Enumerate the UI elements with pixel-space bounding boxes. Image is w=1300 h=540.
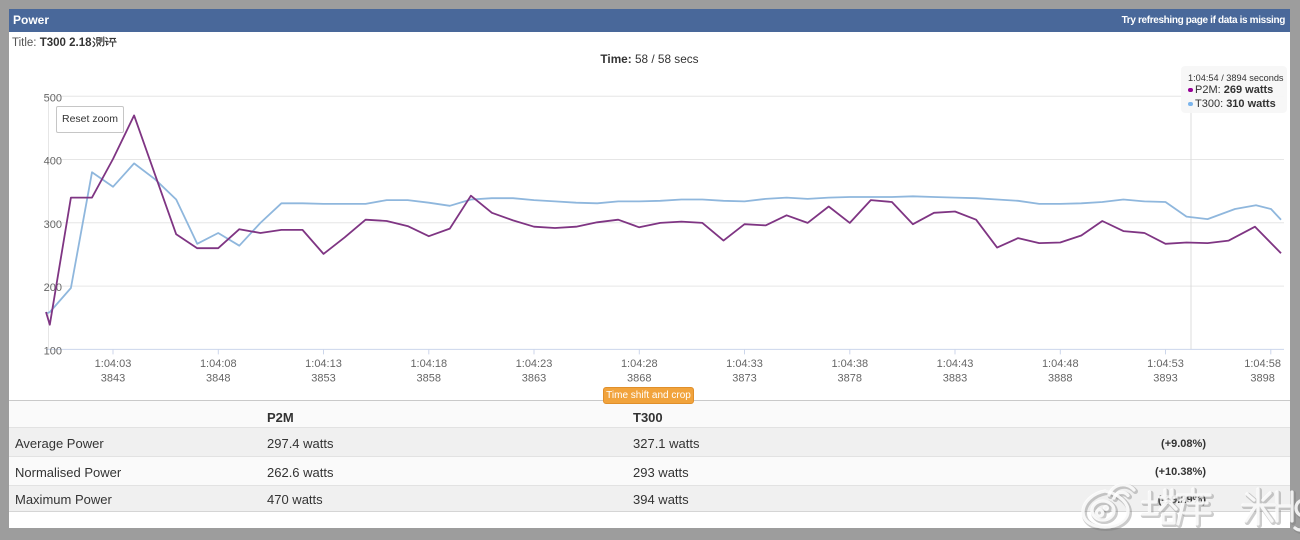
svg-text:1:04:58: 1:04:58 xyxy=(1244,358,1281,370)
svg-text:3888: 3888 xyxy=(1048,373,1072,385)
svg-text:1:04:53: 1:04:53 xyxy=(1147,358,1184,370)
svg-text:3863: 3863 xyxy=(522,373,546,385)
svg-text:3893: 3893 xyxy=(1153,373,1177,385)
svg-text:200: 200 xyxy=(44,282,62,294)
svg-text:3848: 3848 xyxy=(206,373,230,385)
svg-text:3873: 3873 xyxy=(732,373,756,385)
svg-text:3898: 3898 xyxy=(1250,373,1274,385)
svg-text:400: 400 xyxy=(44,156,62,168)
svg-text:3868: 3868 xyxy=(627,373,651,385)
svg-text:3878: 3878 xyxy=(838,373,862,385)
svg-text:1:04:23: 1:04:23 xyxy=(516,358,553,370)
svg-text:1:04:08: 1:04:08 xyxy=(200,358,237,370)
svg-text:500: 500 xyxy=(44,92,62,104)
svg-text:1:04:48: 1:04:48 xyxy=(1042,358,1079,370)
svg-text:1:04:13: 1:04:13 xyxy=(305,358,342,370)
svg-text:3858: 3858 xyxy=(417,373,441,385)
svg-text:300: 300 xyxy=(44,219,62,231)
svg-text:1:04:33: 1:04:33 xyxy=(726,358,763,370)
svg-text:1:04:28: 1:04:28 xyxy=(621,358,658,370)
svg-text:1:04:38: 1:04:38 xyxy=(831,358,868,370)
svg-text:100: 100 xyxy=(44,346,62,358)
svg-text:1:04:43: 1:04:43 xyxy=(937,358,974,370)
svg-text:1:04:18: 1:04:18 xyxy=(410,358,447,370)
svg-text:3883: 3883 xyxy=(943,373,967,385)
svg-text:1:04:03: 1:04:03 xyxy=(95,358,132,370)
svg-text:3843: 3843 xyxy=(101,373,125,385)
svg-text:3853: 3853 xyxy=(311,373,335,385)
